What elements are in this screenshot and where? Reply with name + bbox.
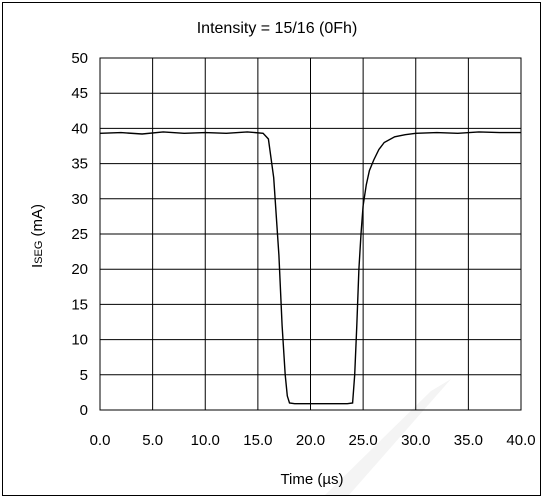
x-tick-label: 5.0 — [142, 432, 163, 449]
chart-canvas: Intensity = 15/16 (0Fh) 0 5 10 15 20 25 30 35 40… — [29, 20, 536, 495]
x-tick-label: 15.0 — [243, 432, 272, 449]
x-tick-label: 20.0 — [296, 432, 325, 449]
y-tick-label: 45 — [71, 85, 88, 102]
x-axis-label: Time (µs) — [280, 471, 343, 488]
chart-figure: Intensity = 15/16 (0Fh) 0 5 10 15 20 25 30 35 40… — [2, 2, 541, 496]
chart-title: Intensity = 15/16 (0Fh) — [197, 20, 358, 37]
y-axis-label-subscript: SEG — [33, 241, 45, 264]
y-axis-label-main: I — [29, 264, 46, 268]
x-tick-label: 35.0 — [454, 432, 483, 449]
watermark-mark — [325, 379, 451, 495]
x-tick-label: 25.0 — [349, 432, 378, 449]
plot-area — [99, 57, 522, 411]
y-tick-label: 10 — [71, 332, 88, 349]
y-tick-label: 5 — [80, 367, 88, 384]
y-tick-label: 15 — [71, 296, 88, 313]
y-tick-label: 0 — [80, 402, 88, 419]
y-tick-label: 35 — [71, 156, 88, 173]
x-tick-label: 30.0 — [401, 432, 430, 449]
x-tick-label: 40.0 — [506, 432, 535, 449]
gridlines — [99, 57, 522, 411]
y-axis-label: ISEG (mA) — [29, 204, 46, 268]
y-tick-label: 50 — [71, 50, 88, 67]
y-tick-label: 20 — [71, 261, 88, 278]
x-axis-ticks: 0.0 5.0 10.0 15.0 20.0 25.0 30.0 35.0 40.0 — [90, 432, 536, 449]
x-tick-label: 10.0 — [191, 432, 220, 449]
y-tick-label: 25 — [71, 226, 88, 243]
series-line — [99, 131, 521, 405]
y-axis-label-unit: (mA) — [29, 204, 46, 241]
y-tick-label: 40 — [71, 120, 88, 137]
series-layer — [99, 131, 521, 405]
y-axis-ticks: 0 5 10 15 20 25 30 35 40 45 50 — [71, 50, 88, 419]
x-tick-label: 0.0 — [90, 432, 111, 449]
y-tick-label: 30 — [71, 191, 88, 208]
